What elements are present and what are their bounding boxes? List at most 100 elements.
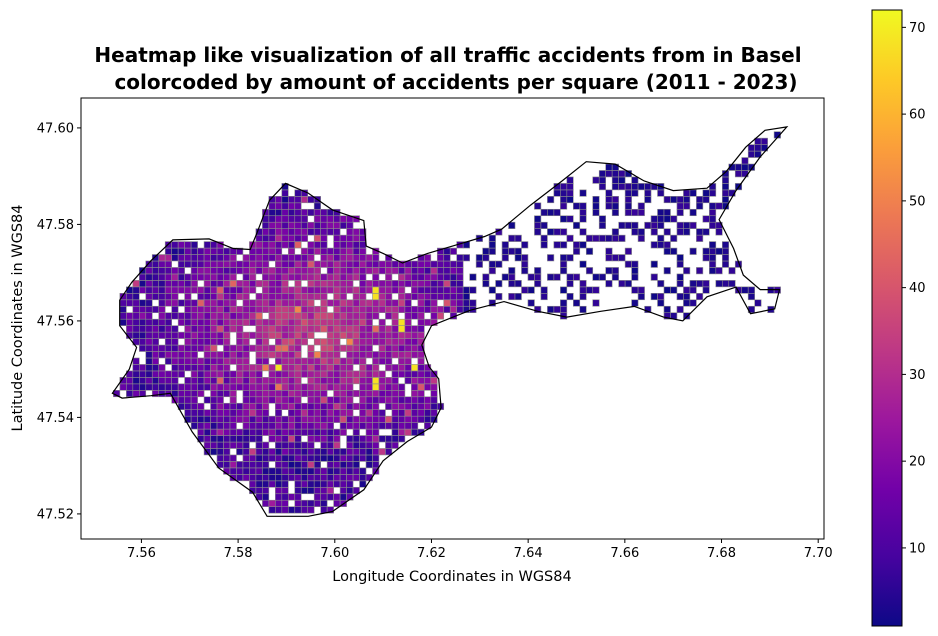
- heatmap-cell: [275, 467, 283, 475]
- plot-frame: [80, 97, 825, 540]
- heatmap-cell: [313, 286, 321, 294]
- heatmap-cell: [294, 318, 302, 326]
- heatmap-cell: [508, 221, 516, 229]
- heatmap-cell: [592, 299, 600, 307]
- heatmap-cell: [223, 454, 231, 462]
- heatmap-cell: [203, 247, 211, 255]
- heatmap-cell: [514, 280, 522, 288]
- heatmap-cell: [385, 364, 393, 372]
- heatmap-cell: [631, 208, 639, 217]
- heatmap-cell: [333, 331, 341, 339]
- heatmap-cell: [262, 267, 270, 275]
- heatmap-cell: [326, 338, 334, 346]
- heatmap-cell: [158, 260, 166, 268]
- heatmap-cell: [385, 331, 393, 339]
- heatmap-cell: [229, 415, 237, 423]
- heatmap-cell: [139, 331, 147, 339]
- heatmap-cell: [203, 273, 211, 281]
- heatmap-cell: [391, 286, 399, 294]
- heatmap-cell: [689, 280, 697, 288]
- heatmap-cell: [223, 312, 231, 320]
- heatmap-cell: [411, 325, 419, 333]
- heatmap-cell: [333, 273, 341, 281]
- heatmap-cell: [540, 234, 548, 242]
- heatmap-cell: [391, 305, 399, 314]
- heatmap-cell: [585, 247, 594, 255]
- heatmap-cell: [249, 454, 257, 462]
- heatmap-cell: [359, 299, 367, 307]
- heatmap-cell: [579, 215, 587, 223]
- heatmap-cell: [741, 286, 749, 294]
- heatmap-cell: [398, 331, 406, 339]
- heatmap-cell: [242, 293, 250, 301]
- heatmap-cell: [242, 441, 250, 449]
- heatmap-cell: [262, 234, 270, 242]
- heatmap-cell: [223, 389, 231, 398]
- heatmap-cell: [300, 441, 309, 449]
- heatmap-cell: [352, 422, 360, 430]
- heatmap-cell: [320, 467, 328, 475]
- heatmap-cell: [676, 273, 684, 281]
- heatmap-cell: [333, 228, 341, 236]
- heatmap-cell: [255, 377, 263, 385]
- heatmap-cell: [326, 221, 334, 229]
- heatmap-cell: [456, 299, 464, 307]
- heatmap-cell: [449, 293, 458, 301]
- heatmap-cell: [158, 370, 166, 378]
- heatmap-cell: [372, 377, 380, 385]
- heatmap-cell: [579, 202, 587, 210]
- heatmap-cell: [488, 247, 496, 255]
- heatmap-cell: [177, 370, 185, 378]
- heatmap-cell: [236, 312, 244, 320]
- heatmap-cell: [262, 364, 270, 372]
- heatmap-cell: [275, 196, 283, 204]
- heatmap-cell: [255, 415, 263, 423]
- heatmap-cell: [249, 409, 257, 417]
- heatmap-cell: [650, 215, 658, 223]
- heatmap-cell: [417, 293, 425, 301]
- heatmap-cell: [216, 260, 224, 268]
- heatmap-cell: [326, 467, 334, 475]
- heatmap-cell: [249, 286, 257, 294]
- heatmap-cell: [547, 228, 555, 236]
- heatmap-cell: [352, 286, 360, 294]
- heatmap-cell: [734, 163, 743, 171]
- heatmap-cell: [281, 325, 289, 333]
- heatmap-cell: [339, 428, 347, 436]
- heatmap-cell: [190, 241, 198, 249]
- heatmap-cell: [203, 331, 211, 339]
- colorbar-tick-label: 50: [909, 194, 926, 209]
- heatmap-cell: [307, 221, 315, 229]
- heatmap-cell: [210, 409, 218, 417]
- heatmap-cell: [281, 312, 289, 320]
- heatmap-cell: [398, 396, 406, 404]
- heatmap-cell: [339, 325, 347, 333]
- heatmap-cell: [411, 396, 419, 404]
- heatmap-cell: [391, 318, 399, 326]
- heatmap-cell: [411, 305, 419, 314]
- heatmap-cell: [709, 267, 717, 275]
- heatmap-cell: [307, 293, 315, 301]
- heatmap-cell: [352, 389, 360, 398]
- heatmap-cell: [333, 234, 341, 242]
- heatmap-cell: [132, 389, 140, 398]
- heatmap-cell: [372, 254, 380, 262]
- heatmap-cell: [404, 280, 412, 288]
- heatmap-cell: [281, 196, 289, 204]
- heatmap-cell: [145, 305, 153, 314]
- heatmap-cell: [164, 318, 172, 326]
- heatmap-cell: [721, 254, 730, 262]
- heatmap-cell: [644, 221, 652, 229]
- heatmap-cell: [216, 428, 224, 436]
- heatmap-cell: [696, 228, 704, 236]
- heatmap-cell: [300, 325, 309, 333]
- heatmap-cell: [242, 338, 250, 346]
- heatmap-cell: [320, 357, 328, 365]
- heatmap-cell: [411, 260, 419, 268]
- heatmap-cell: [670, 196, 678, 204]
- heatmap-cell: [203, 299, 211, 307]
- heatmap-cell: [676, 228, 684, 236]
- heatmap-cell: [339, 474, 347, 482]
- heatmap-cell: [359, 247, 367, 255]
- heatmap-cell: [605, 196, 613, 204]
